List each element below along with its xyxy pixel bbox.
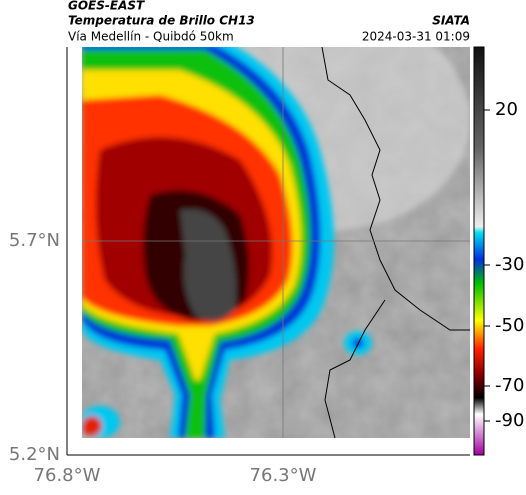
lon-label: 76.3°W <box>250 465 317 486</box>
source: SIATA <box>432 14 470 28</box>
lat-label: 5.7°N <box>9 230 60 251</box>
colorbar-tick-label: -90 <box>495 410 524 431</box>
colorbar-tick-label: 20 <box>495 99 518 120</box>
colorbar-tick-label: -30 <box>495 254 524 275</box>
product: GOES-EAST <box>68 0 145 13</box>
lat-label: 5.2°N <box>9 444 60 465</box>
colorbar-tick-label: -70 <box>495 375 524 396</box>
colorbar <box>473 46 485 456</box>
timestamp: 2024-03-31 01:09 <box>362 30 470 44</box>
lon-label: 76.8°W <box>34 465 101 486</box>
subtitle: Vía Medellín - Quibdó 50km <box>68 30 234 44</box>
colorbar-tick-label: -50 <box>495 315 524 336</box>
title: Temperatura de Brillo CH13 <box>68 14 255 28</box>
map <box>82 47 470 438</box>
